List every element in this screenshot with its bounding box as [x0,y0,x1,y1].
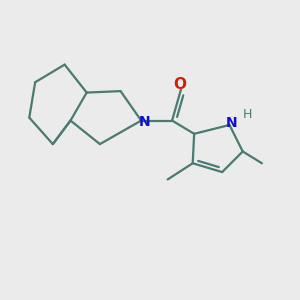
Text: N: N [226,116,238,130]
Text: O: O [173,77,186,92]
Text: H: H [242,108,252,121]
Text: N: N [139,115,151,129]
